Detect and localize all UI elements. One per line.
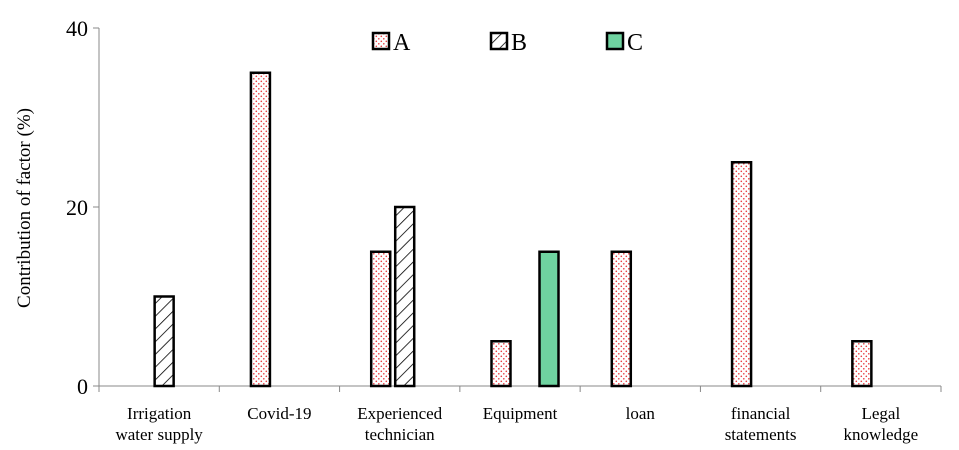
y-tick-label: 20 [66,195,88,220]
bar-b [393,205,416,388]
x-category-label: Irrigation water supply [115,404,203,444]
bar-a [490,340,512,388]
y-tick-label: 40 [66,16,88,41]
bar-a [851,340,873,388]
x-category-label: Legal knowledge [844,404,919,444]
bar-c [538,250,560,388]
bar-a [249,71,272,388]
legend-label-a: A [393,30,411,56]
y-tick-label: 0 [77,374,88,399]
y-axis: 0 20 40 [66,16,100,399]
x-category-label: loan [626,404,656,423]
legend-swatch-c [605,31,625,51]
bars [153,71,873,388]
x-category-label: financial statements [725,404,797,444]
category-labels: Irrigation water supply Covid-19 Experience… [115,404,918,444]
legend-swatch-b [489,31,509,51]
legend: A B C [371,30,643,56]
x-axis [98,385,942,392]
bar-b [153,295,175,388]
y-axis-title: Contribution of factor (%) [14,108,35,308]
bar-a [610,250,633,388]
bar-a [730,161,753,388]
legend-label-c: C [627,30,643,56]
x-category-label: Equipment [483,404,558,423]
bar-a [369,250,392,388]
x-category-label: Experienced technician [357,404,442,444]
legend-label-b: B [511,30,527,56]
x-category-label: Covid-19 [247,404,311,423]
legend-swatch-a [371,31,391,51]
